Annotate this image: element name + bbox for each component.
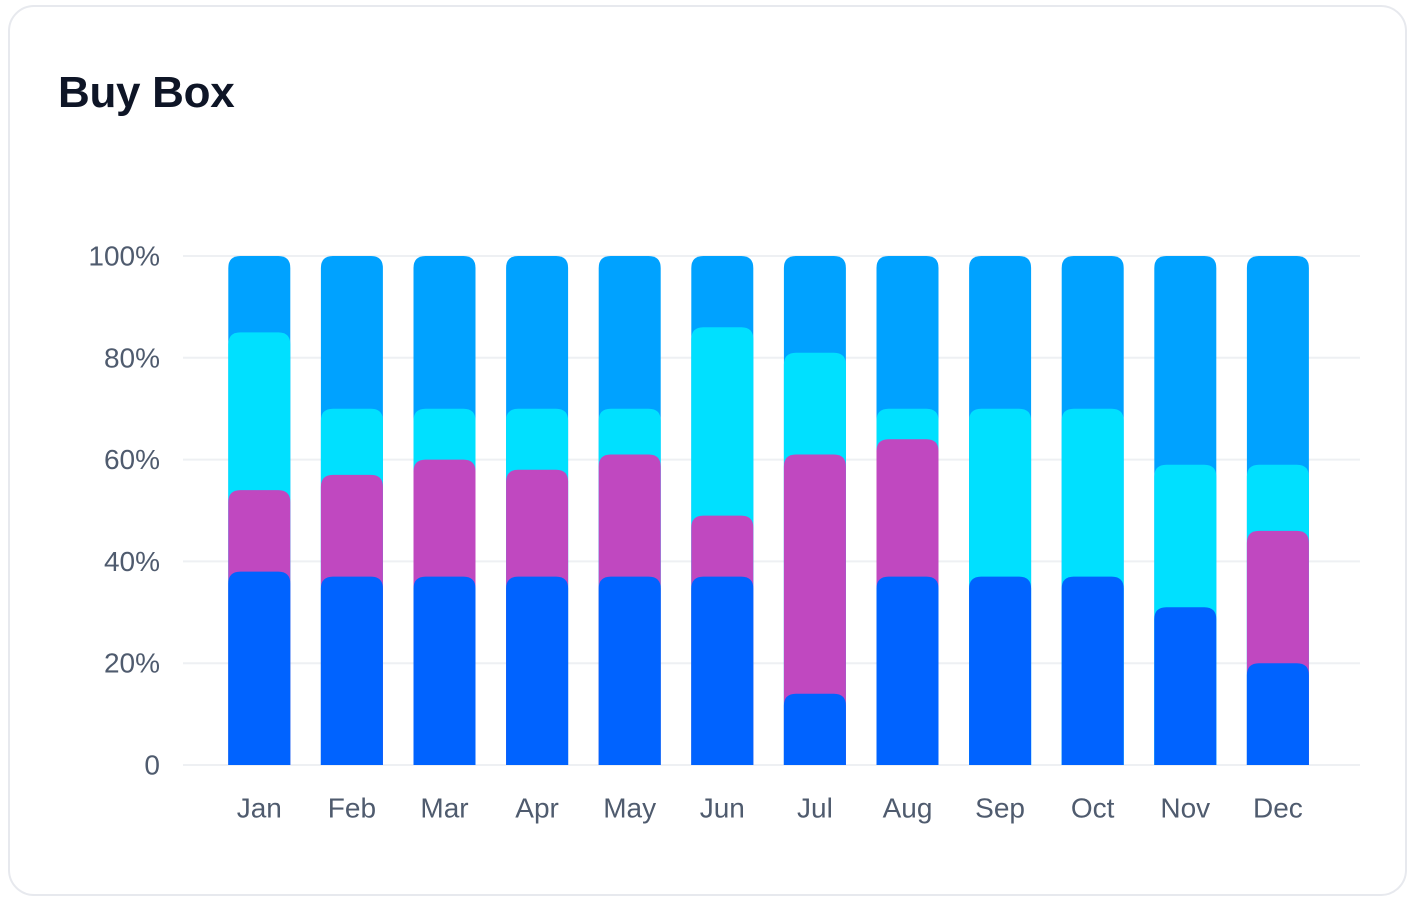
bar-segment-feb-1[interactable] bbox=[320, 576, 383, 765]
bar-stack-jan bbox=[228, 256, 291, 765]
bar-segment-jul-1[interactable] bbox=[783, 693, 846, 765]
bar-stack-nov bbox=[1154, 256, 1217, 765]
y-tick-label: 0 bbox=[144, 750, 160, 781]
bar-stack-apr bbox=[506, 256, 569, 765]
x-tick-label-aug: Aug bbox=[883, 793, 933, 824]
bar-segment-oct-1[interactable] bbox=[1061, 576, 1124, 765]
bar-segment-may-1[interactable] bbox=[598, 576, 661, 765]
bar-stack-dec bbox=[1246, 256, 1309, 765]
x-tick-label-nov: Nov bbox=[1160, 793, 1210, 824]
bar-stack-sep bbox=[969, 256, 1032, 765]
bar-segment-apr-1[interactable] bbox=[506, 576, 569, 765]
bar-stack-may bbox=[598, 256, 661, 765]
x-tick-label-jun: Jun bbox=[700, 793, 745, 824]
y-tick-label: 80% bbox=[104, 342, 160, 373]
x-tick-label-mar: Mar bbox=[420, 793, 468, 824]
y-axis-tick-labels: 0 20% 40% 60% 80% 100% bbox=[88, 241, 160, 781]
bar-stack-aug bbox=[876, 256, 939, 765]
bar-stack-oct bbox=[1061, 256, 1124, 765]
bar-stacks bbox=[228, 256, 1309, 765]
x-tick-label-may: May bbox=[603, 793, 656, 824]
bar-segment-mar-1[interactable] bbox=[413, 576, 476, 765]
bar-segment-aug-1[interactable] bbox=[876, 576, 939, 765]
bar-segment-jul-2[interactable] bbox=[783, 454, 846, 765]
x-tick-label-feb: Feb bbox=[328, 793, 376, 824]
bar-stack-mar bbox=[413, 256, 476, 765]
bar-stack-jun bbox=[691, 256, 754, 765]
x-tick-label-jan: Jan bbox=[237, 793, 282, 824]
bar-stack-jul bbox=[783, 256, 846, 765]
bar-segment-jun-1[interactable] bbox=[691, 576, 754, 765]
x-tick-label-oct: Oct bbox=[1071, 793, 1115, 824]
y-tick-label: 20% bbox=[104, 648, 160, 679]
bar-segment-sep-1[interactable] bbox=[969, 576, 1032, 765]
x-tick-label-sep: Sep bbox=[975, 793, 1025, 824]
x-tick-label-dec: Dec bbox=[1253, 793, 1303, 824]
x-tick-label-apr: Apr bbox=[515, 793, 559, 824]
x-axis-tick-labels: Jan Feb Mar Apr May Jun Jul Aug Sep Oct Nov Dec bbox=[237, 793, 1303, 824]
y-tick-label: 40% bbox=[104, 546, 160, 577]
bar-segment-jan-1[interactable] bbox=[228, 571, 291, 765]
y-tick-label: 100% bbox=[88, 241, 160, 272]
y-tick-label: 60% bbox=[104, 444, 160, 475]
x-tick-label-jul: Jul bbox=[797, 793, 833, 824]
bar-segment-nov-1[interactable] bbox=[1154, 607, 1217, 765]
bar-stack-feb bbox=[320, 256, 383, 765]
bar-segment-dec-1[interactable] bbox=[1246, 663, 1309, 765]
card-title: Buy Box bbox=[58, 68, 235, 117]
